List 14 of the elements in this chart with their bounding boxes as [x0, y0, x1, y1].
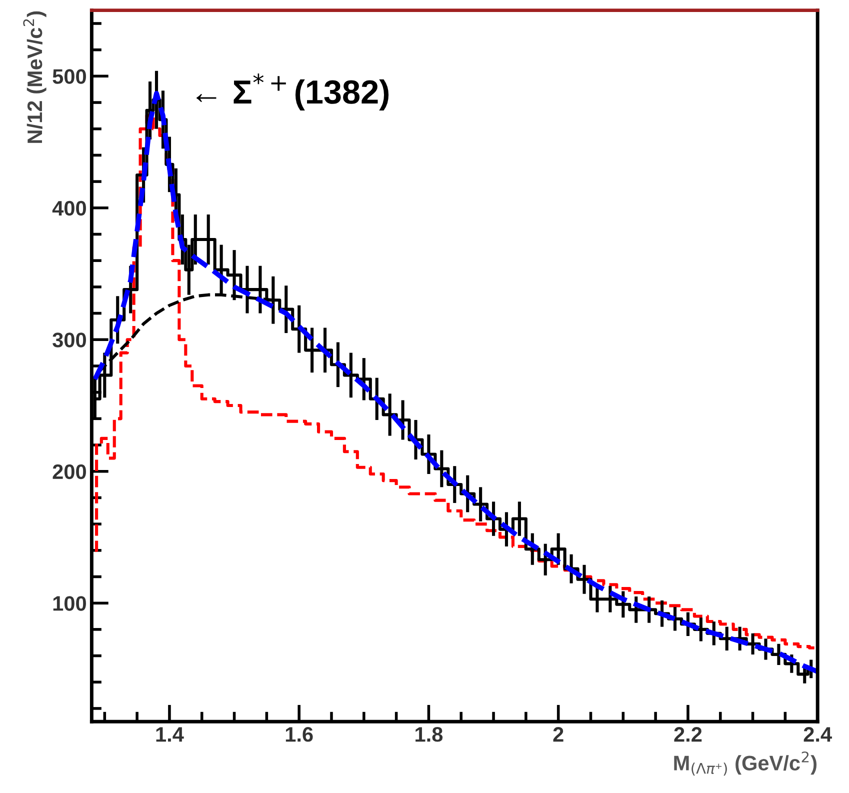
x-tick-label: 2: [553, 727, 564, 742]
x-tick-label: 1.8: [416, 727, 443, 742]
y-tick-label: 100: [53, 596, 86, 611]
y-tick-label: 200: [52, 464, 86, 480]
x-tick-label: 2.2: [674, 727, 702, 742]
x-tick-label: 1.4: [156, 727, 184, 742]
x-axis-title: M$_{(Λπ⁺)}$ (GeV/c$^{2}$): [674, 751, 816, 776]
annotation: ← Σ$^{*+}$(1382): [196, 73, 389, 110]
y-axis-title: N/12 (MeV/c$^{2}$): [23, 11, 46, 143]
y-tick-label: 300: [52, 332, 86, 348]
x-tick-label: 1.6: [286, 727, 313, 742]
y-tick-label: 500: [52, 69, 86, 84]
y-tick-label: 400: [52, 200, 86, 216]
x-tick-label: 2.4: [804, 727, 832, 742]
